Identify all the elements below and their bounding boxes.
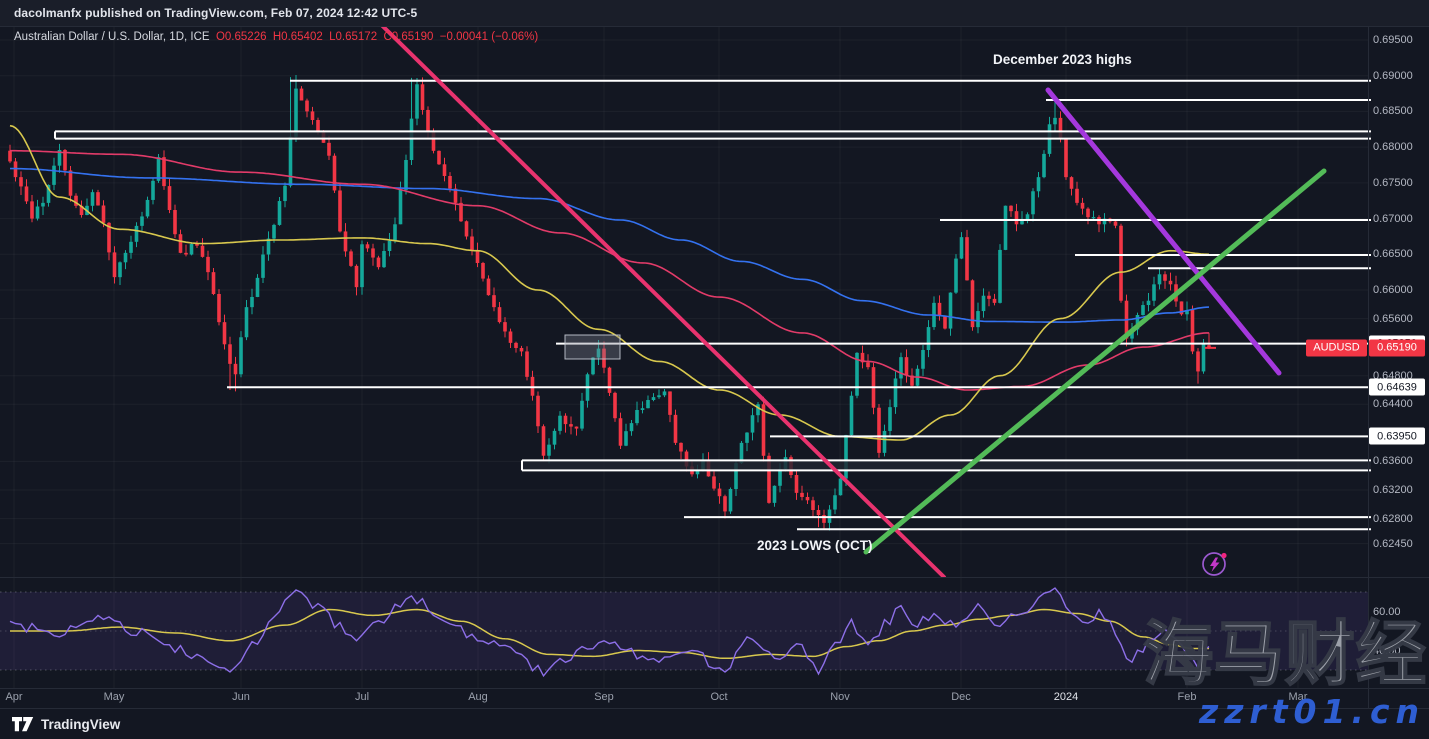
trendlines: [352, 0, 1327, 577]
price-axis-label: 0.69000: [1373, 69, 1413, 82]
support-resistance-levels: [54, 79, 1371, 531]
annotation-december-highs[interactable]: December 2023 highs: [993, 52, 1132, 67]
rsi-line[interactable]: [9, 587, 1210, 678]
time-axis-label: Mar: [1288, 691, 1308, 703]
rsi-axis-label: 60.00: [1373, 605, 1401, 618]
tradingview-logo-text[interactable]: TradingView: [41, 716, 121, 732]
grid-lines: [0, 27, 1368, 688]
price-axis-label: 0.63200: [1373, 484, 1413, 496]
watermark-cjk-text: 海马财经: [1142, 612, 1427, 696]
time-axis-label: Dec: [951, 691, 971, 703]
time-axis-label: Nov: [830, 691, 850, 703]
change-text: −0.00041 (−0.06%): [439, 31, 539, 43]
sr-zone[interactable]: [55, 131, 1371, 139]
price-axis-label: 0.67000: [1373, 212, 1413, 225]
price-axis-label: 0.68000: [1373, 141, 1413, 154]
time-axis-label: Oct: [710, 691, 728, 703]
price-axis-label: 0.65600: [1373, 312, 1413, 325]
time-axis-label: Feb: [1177, 691, 1197, 703]
time-axis-label: May: [103, 691, 125, 703]
time-axis-label: Apr: [5, 691, 23, 703]
price-axis-label: 0.66500: [1373, 248, 1413, 261]
publish-info-text: dacolmanfx published on TradingView.com,…: [14, 6, 418, 20]
price-axis-label: 0.66000: [1373, 284, 1413, 296]
current-price-badge: 0.65190: [1369, 339, 1425, 357]
publish-header-bar: dacolmanfx published on TradingView.com,…: [0, 0, 1429, 27]
ohlc-text: O0.65226 H0.65402 L0.65172 C0.65190: [215, 31, 434, 43]
price-axis-label: 0.67500: [1373, 176, 1413, 189]
trendline-green-uptrend[interactable]: [863, 168, 1327, 555]
supply-box[interactable]: [564, 334, 621, 360]
footer-bar: TradingView: [0, 708, 1429, 739]
rsi-pane[interactable]: [0, 587, 1368, 678]
watermark-url-text: zzrt01.cn: [1199, 692, 1425, 731]
level-price-badge: 0.63950: [1369, 427, 1425, 445]
price-axis-label: 0.63600: [1373, 455, 1413, 468]
level-price-badge: 0.64639: [1369, 378, 1425, 396]
price-axis-label: 0.62450: [1373, 537, 1413, 550]
sr-zone[interactable]: [522, 460, 1371, 471]
trendline-purple-downtrend[interactable]: [1045, 87, 1282, 376]
time-axis-label: 2024: [1053, 691, 1079, 703]
ma-slow-blue[interactable]: [10, 167, 1210, 323]
symbol-legend[interactable]: Australian Dollar / U.S. Dollar, 1D, ICE…: [14, 31, 538, 43]
trendline-pink-downtrend[interactable]: [352, 0, 946, 577]
rsi-axis-label: 40.00: [1373, 644, 1401, 657]
price-axis-label: 0.68500: [1373, 105, 1413, 118]
symbol-title[interactable]: Australian Dollar / U.S. Dollar, 1D, ICE: [14, 31, 210, 43]
symbol-price-tag: AUDUSD: [1306, 339, 1367, 357]
tradingview-logo-icon[interactable]: [12, 716, 34, 732]
price-axis-label: 0.64400: [1373, 398, 1413, 411]
time-axis-label: Aug: [468, 691, 488, 703]
time-axis-label: Jul: [354, 691, 370, 703]
ma-fast-yellow[interactable]: [9, 124, 1210, 441]
price-axis-label: 0.62800: [1373, 512, 1413, 525]
time-axis-label: Sep: [594, 691, 614, 703]
flash-idea-icon[interactable]: [1200, 549, 1230, 579]
time-axis-label: Jun: [232, 691, 250, 703]
price-axis-label: 0.69500: [1373, 34, 1413, 46]
annotation-2023-lows[interactable]: 2023 LOWS (OCT): [757, 538, 873, 553]
